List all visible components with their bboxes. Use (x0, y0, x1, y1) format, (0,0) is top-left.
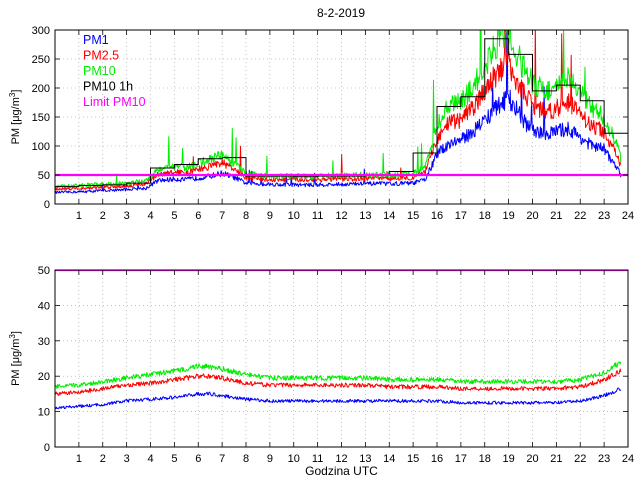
series-line (55, 361, 622, 389)
x-tick-label: 24 (622, 453, 634, 465)
legend-entry: PM10 1h (83, 80, 133, 94)
x-tick-label: 24 (622, 210, 634, 222)
x-tick-label: 2 (100, 453, 106, 465)
series-line (55, 387, 622, 410)
chart-title: 8-2-2019 (317, 6, 365, 20)
x-tick-label: 21 (550, 210, 562, 222)
x-tick-label: 23 (598, 453, 610, 465)
y-tick-label: 150 (32, 112, 50, 124)
y-axis-label-sup: 3 (8, 334, 17, 339)
y-tick-label: 250 (32, 54, 50, 66)
plot-area (55, 30, 628, 194)
x-tick-label: 4 (147, 453, 153, 465)
x-tick-label: 2 (100, 210, 106, 222)
x-tick-label: 17 (455, 453, 467, 465)
bottom-panel: 1 2 3 4 5 6 7 8 9 10 11 12 13 14 15 16 17 18 19 20 21 22 23 240… (8, 265, 634, 478)
y-axis-label-sup: 3 (8, 92, 17, 97)
x-tick-label: 17 (455, 210, 467, 222)
x-tick-label: 20 (526, 453, 538, 465)
y-axis-label: PM [μg/m3] (8, 90, 22, 145)
x-tick-label: 15 (407, 210, 419, 222)
series-line (55, 368, 622, 396)
x-tick-label: 1 (76, 453, 82, 465)
x-tick-label: 11 (312, 210, 323, 222)
x-tick-label: 11 (312, 453, 323, 465)
x-tick-label: 9 (267, 210, 273, 222)
y-tick-label: 40 (38, 300, 50, 312)
x-tick-label: 23 (598, 210, 610, 222)
x-tick-label: 12 (335, 210, 347, 222)
x-tick-label: 16 (431, 453, 443, 465)
y-tick-label: 300 (32, 25, 50, 37)
x-tick-label: 9 (267, 453, 273, 465)
legend-entry: Limit PM10 (83, 95, 146, 109)
legend-entry: PM1 (83, 33, 109, 47)
y-tick-label: 200 (32, 83, 50, 95)
x-tick-label: 14 (383, 210, 395, 222)
x-tick-label: 10 (288, 210, 300, 222)
y-tick-label: 0 (44, 199, 50, 211)
x-tick-label: 19 (503, 453, 515, 465)
legend-entry: PM2.5 (83, 49, 119, 63)
plot-area (55, 270, 628, 410)
x-tick-label: 15 (407, 453, 419, 465)
x-tick-label: 7 (219, 453, 225, 465)
y-axis-label-end: ] (10, 331, 22, 334)
x-tick-label: 18 (479, 453, 491, 465)
y-tick-label: 0 (44, 442, 50, 454)
y-tick-label: 10 (38, 407, 50, 419)
legend-entry: PM10 (83, 64, 116, 78)
y-tick-label: 50 (38, 170, 50, 182)
top-panel: 1 2 3 4 5 6 7 8 9 10 11 12 13 14 15 16 17 18 19 20 21 22 23 240… (8, 25, 634, 222)
x-tick-label: 19 (503, 210, 515, 222)
x-tick-label: 21 (550, 453, 562, 465)
x-tick-label: 3 (124, 453, 130, 465)
x-tick-label: 22 (574, 210, 586, 222)
x-tick-label: 5 (171, 210, 177, 222)
x-axis-label: Godzina UTC (305, 464, 378, 478)
x-tick-label: 13 (359, 453, 371, 465)
x-tick-label: 18 (479, 210, 491, 222)
y-tick-label: 20 (38, 371, 50, 383)
x-tick-label: 6 (195, 453, 201, 465)
x-tick-label: 1 (76, 210, 82, 222)
x-tick-label: 6 (195, 210, 201, 222)
y-axis-label-main: PM [μg/m (10, 339, 22, 386)
x-tick-label: 14 (383, 453, 395, 465)
x-tick-label: 22 (574, 453, 586, 465)
series-line (55, 30, 622, 189)
x-tick-label: 4 (147, 210, 153, 222)
x-tick-label: 8 (243, 210, 249, 222)
series-line (55, 30, 622, 194)
x-tick-label: 5 (171, 453, 177, 465)
x-tick-label: 20 (526, 210, 538, 222)
x-tick-label: 8 (243, 453, 249, 465)
x-tick-label: 16 (431, 210, 443, 222)
x-tick-label: 7 (219, 210, 225, 222)
y-tick-label: 30 (38, 336, 50, 348)
x-tick-label: 12 (335, 453, 347, 465)
y-tick-label: 100 (32, 141, 50, 153)
x-tick-label: 13 (359, 210, 371, 222)
y-axis-label-main: PM [μg/m (10, 97, 22, 144)
y-axis-label-end: ] (10, 90, 22, 93)
y-axis-label: PM [μg/m3] (8, 331, 22, 386)
x-tick-label: 3 (124, 210, 130, 222)
x-tick-label: 10 (288, 453, 300, 465)
y-tick-label: 50 (38, 265, 50, 277)
